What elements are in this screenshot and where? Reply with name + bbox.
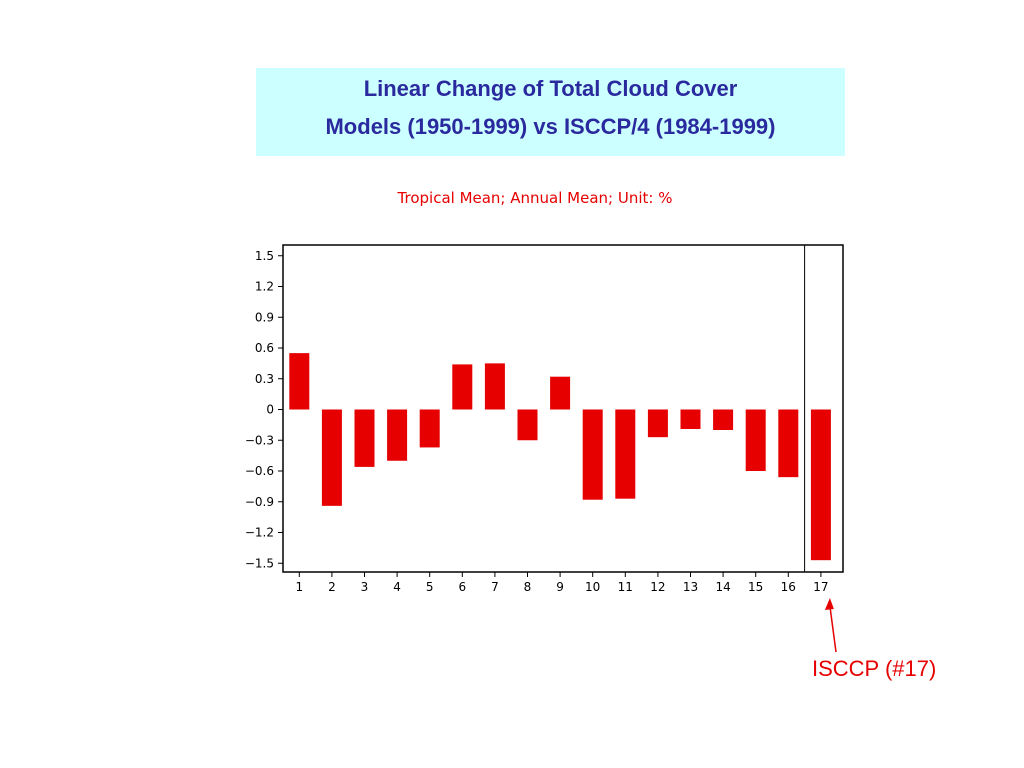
chart-title-line-2: Models (1950-1999) vs ISCCP/4 (1984-1999… [325, 114, 776, 139]
x-tick-label: 16 [781, 580, 796, 594]
x-tick-label: 8 [524, 580, 532, 594]
chart-title-line-1: Linear Change of Total Cloud Cover [363, 76, 738, 101]
bar [713, 409, 734, 430]
bar [615, 409, 636, 499]
y-axis: 1.5 1.2 0.9 0.6 0.3 0 −0.3 −0.6 −0.9 −1.2 −1.5 [245, 249, 283, 570]
title-box: Linear Change of Total Cloud Cover Model… [256, 68, 845, 156]
x-tick-label: 3 [361, 580, 369, 594]
x-tick-label: 14 [715, 580, 730, 594]
y-tick-label: −0.9 [245, 495, 274, 509]
arrow-head [824, 598, 834, 610]
bar [550, 376, 571, 410]
x-tick-label: 15 [748, 580, 763, 594]
x-tick-label: 1 [295, 580, 303, 594]
arrow-shaft [829, 605, 837, 653]
bar [647, 409, 668, 438]
x-tick-label: 5 [426, 580, 434, 594]
bar [321, 409, 342, 506]
y-tick-label: 1.2 [255, 280, 274, 294]
y-tick-label: 0.9 [255, 310, 274, 324]
isccp-annotation-label: ISCCP (#17) [812, 656, 937, 681]
y-tick-label: −0.6 [245, 464, 274, 478]
bar [354, 409, 375, 467]
x-tick-label: 17 [813, 580, 828, 594]
bar [810, 409, 831, 561]
x-tick-label: 13 [683, 580, 698, 594]
bar [680, 409, 701, 429]
bar [387, 409, 408, 461]
bar [582, 409, 603, 500]
x-tick-label: 4 [393, 580, 401, 594]
y-tick-label: −1.2 [245, 526, 274, 540]
y-tick-label: 0.3 [255, 372, 274, 386]
bar [778, 409, 799, 478]
y-tick-label: −0.3 [245, 433, 274, 447]
bar [484, 363, 505, 410]
y-tick-label: −1.5 [245, 556, 274, 570]
bar [517, 409, 538, 441]
y-tick-label: 0 [266, 403, 274, 417]
plot-frame [282, 244, 844, 573]
x-tick-label: 10 [585, 580, 600, 594]
bar [419, 409, 440, 448]
x-tick-label: 9 [556, 580, 564, 594]
y-tick-label: 0.6 [255, 341, 274, 355]
bars [289, 353, 831, 561]
bar [289, 353, 310, 410]
bar [452, 364, 473, 410]
y-tick-label: 1.5 [255, 249, 274, 263]
isccp-arrow [824, 598, 837, 653]
x-axis: 1 2 3 4 5 6 7 8 9 10 11 12 13 14 15 16 17 [295, 572, 829, 594]
chart-subtitle: Tropical Mean; Annual Mean; Unit: % [397, 189, 673, 207]
x-tick-label: 12 [650, 580, 665, 594]
bar [745, 409, 766, 471]
x-tick-label: 6 [458, 580, 466, 594]
x-tick-label: 7 [491, 580, 499, 594]
x-tick-label: 11 [618, 580, 633, 594]
x-tick-label: 2 [328, 580, 336, 594]
